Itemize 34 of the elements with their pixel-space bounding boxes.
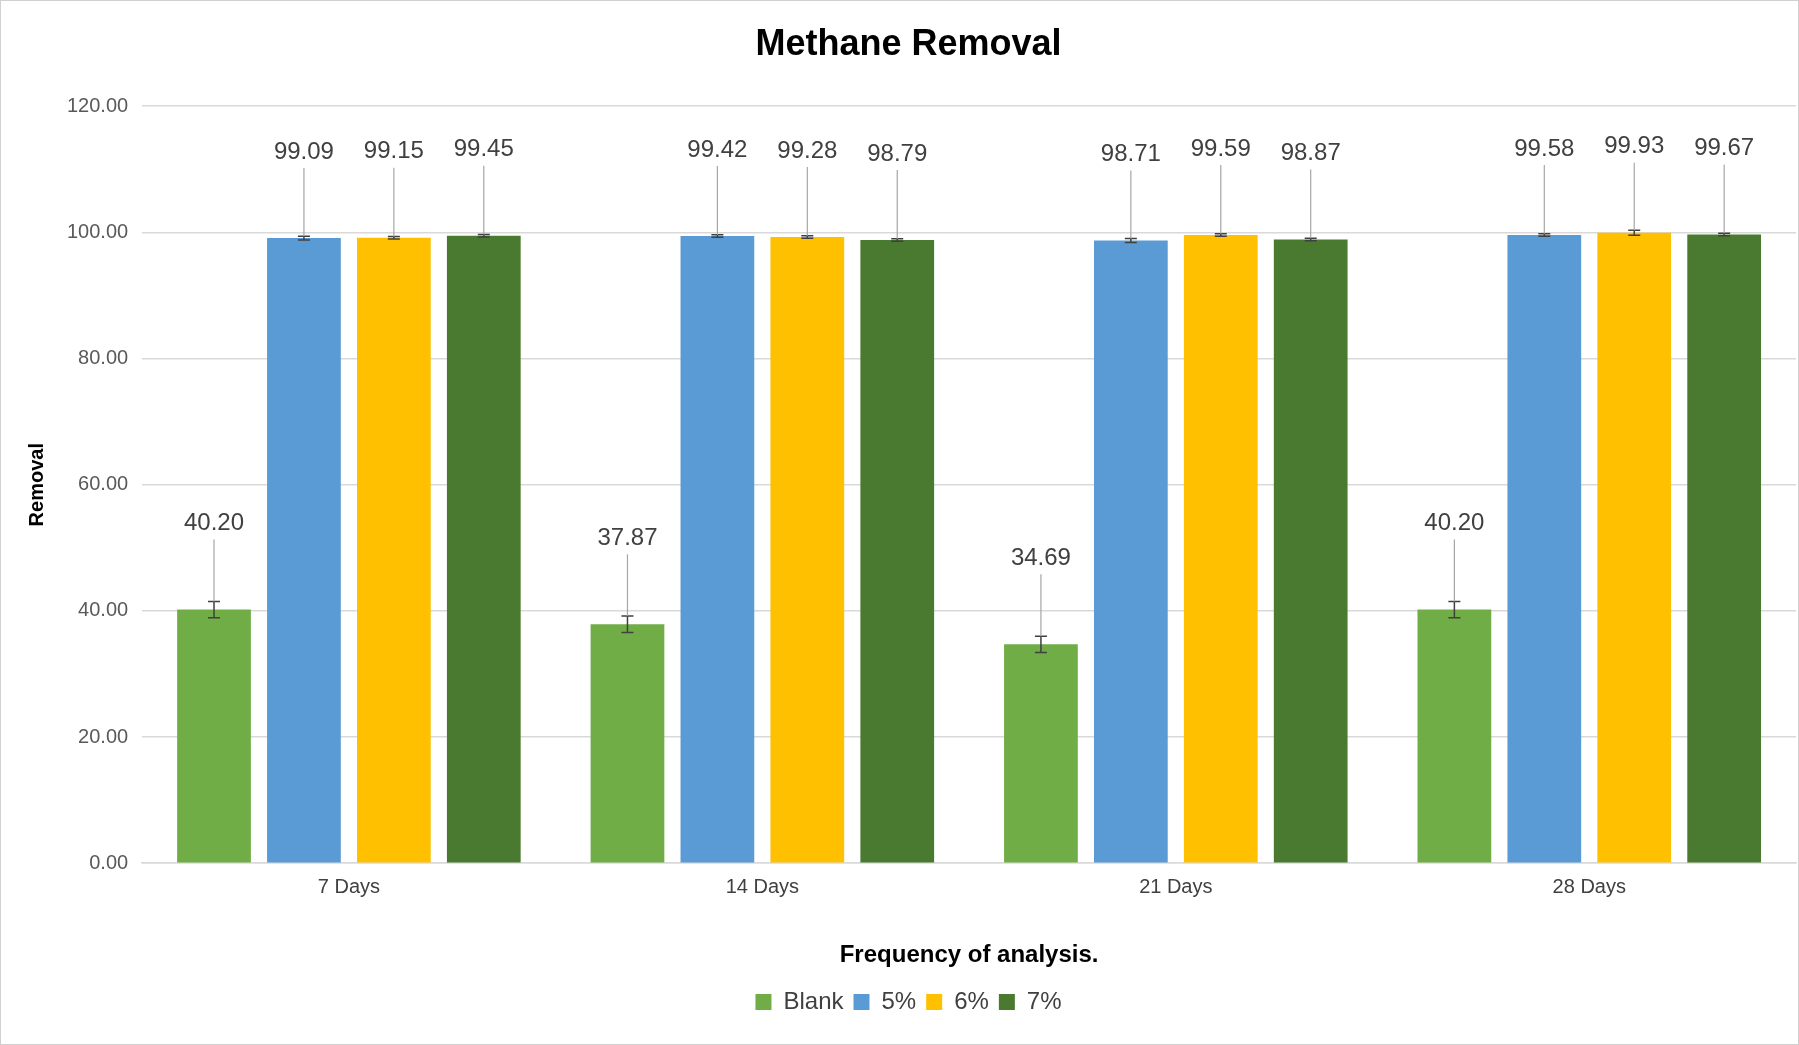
chart-title: Methane Removal [755, 21, 1062, 63]
y-tick-label: 100.00 [67, 219, 129, 242]
legend-label: 5% [881, 986, 917, 1014]
data-label: 99.45 [453, 134, 514, 162]
data-label: 40.20 [183, 508, 245, 536]
x-tick-label: 28 Days [1552, 874, 1626, 897]
data-label: 99.93 [1604, 131, 1665, 159]
y-axis-title: Removal [24, 443, 47, 527]
data-label: 98.79 [867, 138, 928, 166]
x-tick-label: 7 Days [317, 874, 381, 897]
data-label: 99.67 [1694, 133, 1755, 161]
x-tick-label: 14 Days [725, 874, 800, 897]
y-tick-label: 0.00 [89, 850, 129, 873]
data-label: 99.15 [363, 136, 424, 164]
data-label: 99.58 [1514, 133, 1575, 161]
legend-label: 7% [1026, 986, 1062, 1014]
data-label: 40.20 [1424, 508, 1485, 536]
y-tick-label: 60.00 [78, 472, 129, 495]
data-label: 99.59 [1190, 133, 1251, 161]
legend-label: Blank [783, 986, 845, 1014]
data-label: 99.42 [687, 134, 748, 162]
data-label: 99.28 [777, 135, 838, 163]
data-label: 34.69 [1010, 542, 1071, 570]
data-label: 98.87 [1280, 138, 1341, 166]
x-tick-label: 21 Days [1139, 874, 1213, 897]
x-axis-title: Frequency of analysis. [839, 940, 1099, 968]
legend-label: 6% [954, 986, 989, 1014]
y-tick-label: 80.00 [78, 346, 129, 369]
data-label: 37.87 [597, 522, 658, 550]
data-label: 99.09 [273, 136, 334, 164]
y-tick-label: 120.00 [67, 93, 129, 116]
data-label: 98.71 [1100, 139, 1161, 167]
y-tick-label: 20.00 [78, 724, 129, 747]
y-tick-label: 40.00 [78, 598, 129, 621]
